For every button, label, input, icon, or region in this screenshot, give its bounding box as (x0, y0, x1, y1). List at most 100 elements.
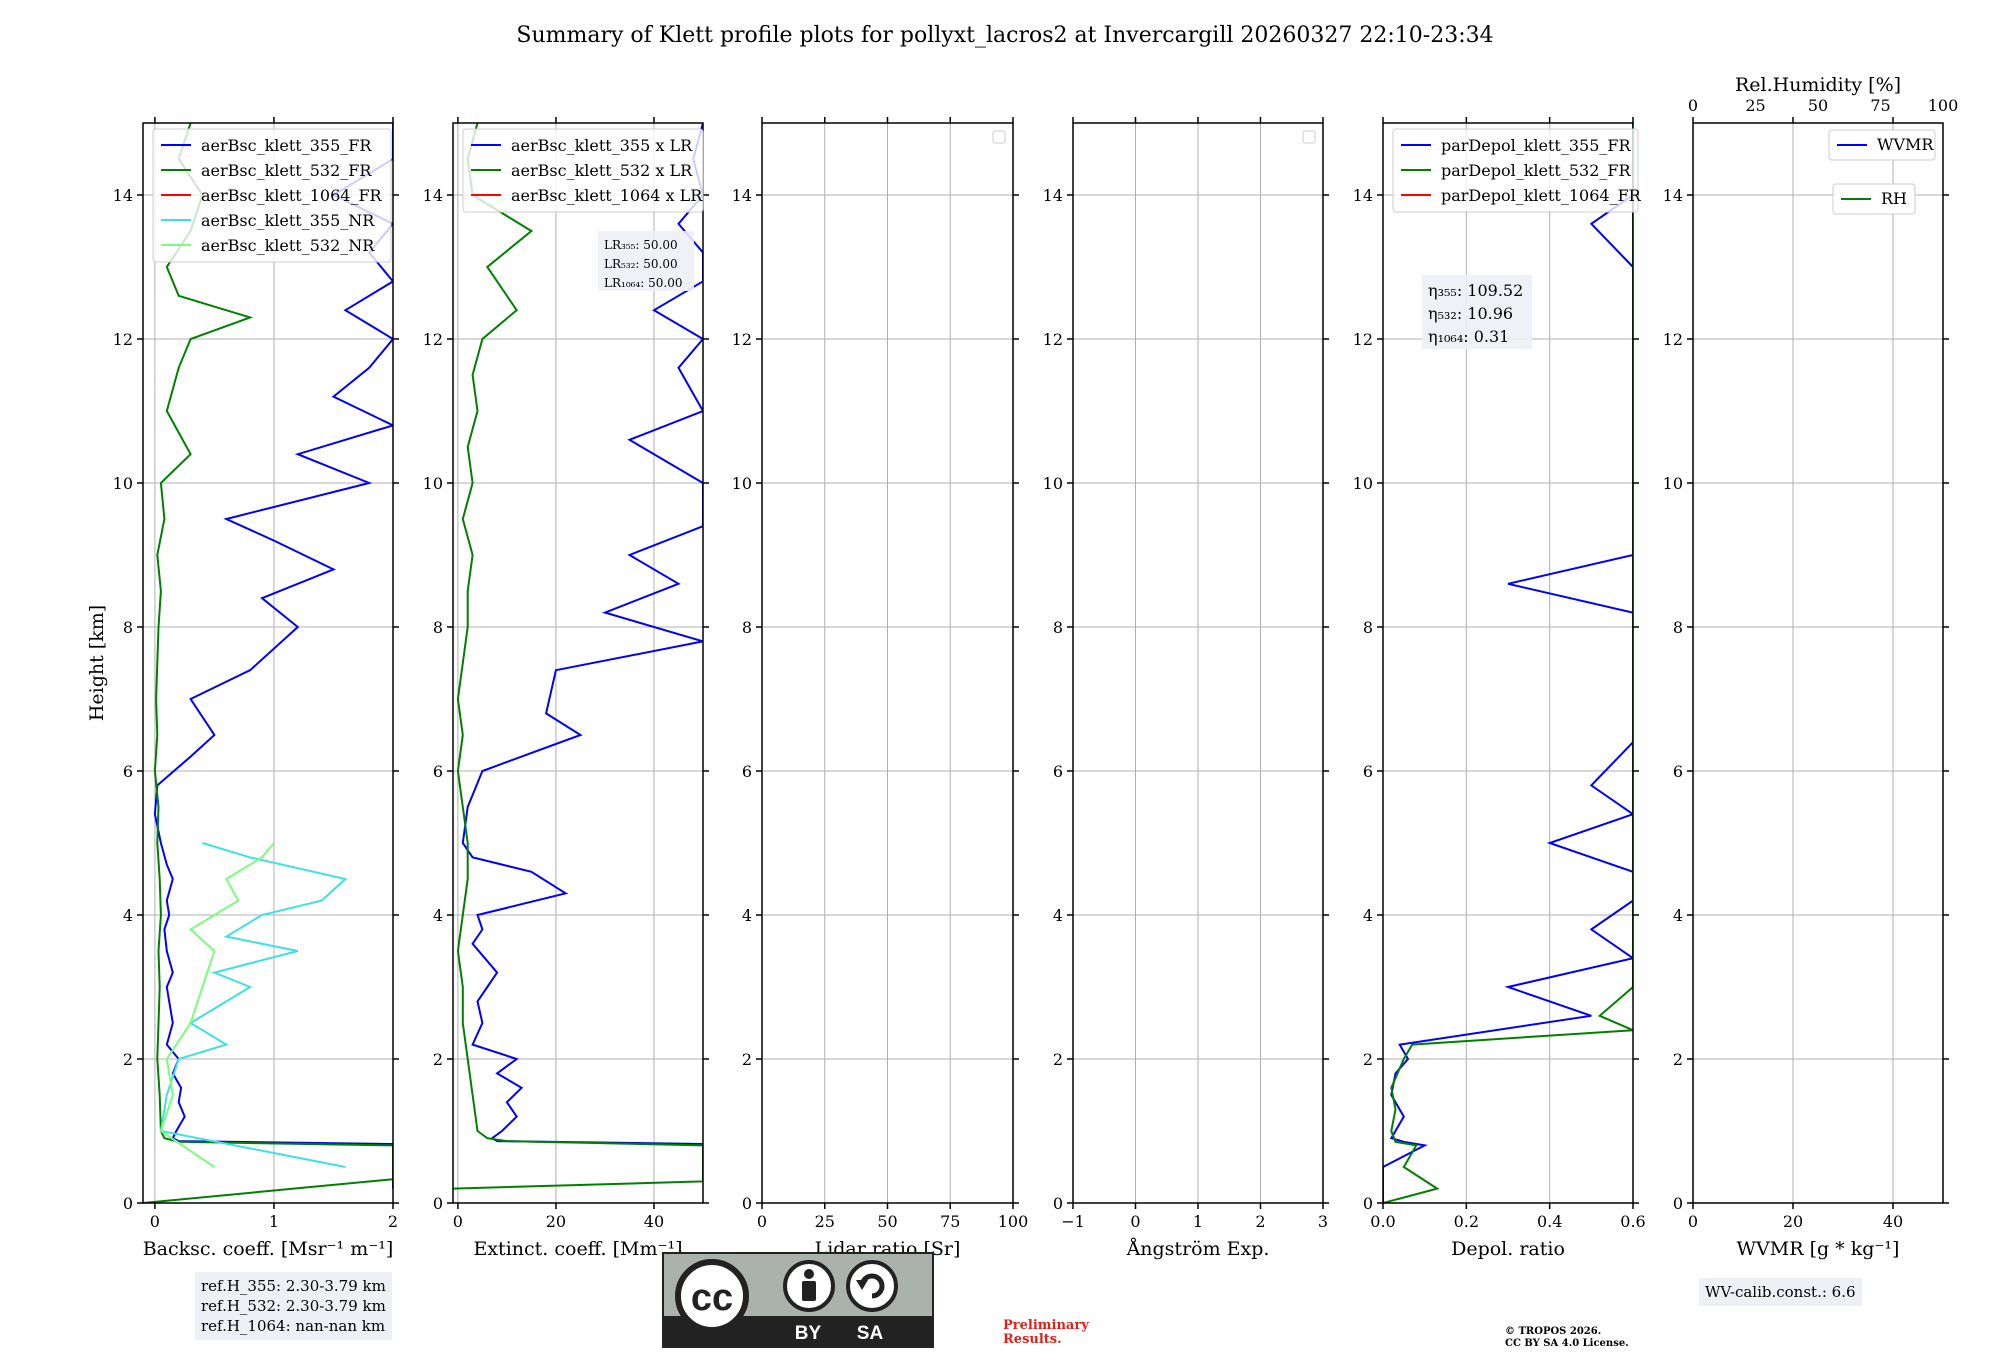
legend-label: aerBsc_klett_532_FR (201, 161, 372, 180)
cc-license-badge: cc BY SA (662, 1252, 934, 1348)
legend-label: parDepol_klett_1064_FR (1441, 186, 1642, 205)
x-tick-label: 0.4 (1537, 1212, 1562, 1231)
y-tick-label: 0 (742, 1194, 752, 1213)
panel-wvmr: 0 20 40 0 2 4 6 8 10 12 14 WVMR [g * kg⁻¹] 0 25 50 75 10… (1663, 74, 1959, 1260)
y-tick-label: 4 (1053, 906, 1063, 925)
top-x-tick-label: 50 (1808, 96, 1828, 115)
legend-label: parDepol_klett_355_FR (1441, 136, 1632, 155)
axes-frame (1693, 123, 1943, 1203)
x-tick-label: 2 (1255, 1212, 1265, 1231)
x-axis-label: Ångström Exp. (1126, 1238, 1270, 1260)
x-tick-label: 1 (269, 1212, 279, 1231)
ref-height-532: ref.H_532: 2.30-3.79 km (201, 1296, 386, 1316)
annotation-text: LR₅₃₂: 50.00 (604, 257, 678, 271)
y-tick-label: 2 (1053, 1050, 1063, 1069)
axes-frame (143, 123, 393, 1203)
copyright-note: © TROPOS 2026. CC BY SA 4.0 License. (1505, 1326, 1629, 1350)
top-x-axis-label: Rel.Humidity [%] (1735, 74, 1901, 96)
panel-backscatter: 0 1 202468101214Backsc. coeff. [Msr⁻¹ m⁻¹]… (86, 117, 399, 1260)
top-x-tick-label: 25 (1745, 96, 1765, 115)
x-tick-label: 0 (757, 1212, 767, 1231)
legend-label: aerBsc_klett_532 x LR (511, 161, 693, 180)
y-tick-label: 14 (1663, 186, 1683, 205)
legend-label: aerBsc_klett_1064 x LR (511, 186, 703, 205)
empty-legend-box (993, 131, 1005, 143)
y-tick-label: 10 (423, 474, 443, 493)
x-tick-label: 0.0 (1370, 1212, 1395, 1231)
y-tick-label: 12 (1663, 330, 1683, 349)
x-tick-label: −1 (1061, 1212, 1085, 1231)
y-tick-label: 14 (1353, 186, 1373, 205)
x-tick-label: 0 (1688, 1212, 1698, 1231)
y-tick-label: 6 (433, 762, 443, 781)
x-tick-label: 2 (388, 1212, 398, 1231)
y-tick-label: 6 (1053, 762, 1063, 781)
y-tick-label: 10 (1663, 474, 1683, 493)
y-tick-label: 2 (1673, 1050, 1683, 1069)
sa-share-icon (848, 1262, 896, 1310)
empty-legend-box (1303, 131, 1315, 143)
top-x-tick-label: 0 (1688, 96, 1698, 115)
y-tick-label: 2 (742, 1050, 752, 1069)
ref-heights-box: ref.H_355: 2.30-3.79 km ref.H_532: 2.30-… (195, 1272, 392, 1340)
annotation-text: LR₃₅₅: 50.00 (604, 238, 678, 252)
y-tick-label: 14 (113, 186, 133, 205)
y-tick-label: 8 (742, 618, 752, 637)
x-tick-label: 0 (453, 1212, 463, 1231)
y-tick-label: 12 (1043, 330, 1063, 349)
series-line-aerBsc_klett_532_FR (143, 123, 393, 1203)
y-tick-label: 0 (433, 1194, 443, 1213)
y-tick-label: 6 (1363, 762, 1373, 781)
y-tick-label: 2 (1363, 1050, 1373, 1069)
panel-lidar_ratio: 0 25 50 75 10002468101214Lidar ratio [Sr] (732, 117, 1029, 1260)
y-tick-label: 0 (1053, 1194, 1063, 1213)
cc-sa-label: SA (857, 1323, 884, 1344)
wv-calib-box: WV-calib.const.: 6.6 (1699, 1278, 1862, 1306)
y-tick-label: 12 (1353, 330, 1373, 349)
annotation-text: η₁₀₆₄: 0.31 (1428, 327, 1509, 346)
y-tick-label: 0 (1363, 1194, 1373, 1213)
y-tick-label: 6 (1673, 762, 1683, 781)
y-tick-label: 10 (1043, 474, 1063, 493)
cc-by-label: BY (795, 1323, 822, 1344)
y-tick-label: 14 (732, 186, 752, 205)
legend-label: aerBsc_klett_532_NR (201, 236, 375, 255)
svg-text:cc: cc (691, 1277, 733, 1319)
y-tick-label: 8 (1673, 618, 1683, 637)
y-tick-label: 0 (1673, 1194, 1683, 1213)
legend-label: WVMR (1877, 135, 1934, 154)
x-tick-label: 100 (998, 1212, 1029, 1231)
y-tick-label: 4 (123, 906, 133, 925)
legend-label: aerBsc_klett_1064_FR (201, 186, 383, 205)
x-tick-label: 20 (546, 1212, 566, 1231)
y-tick-label: 8 (1363, 618, 1373, 637)
x-axis-label: WVMR [g * kg⁻¹] (1737, 1238, 1900, 1260)
x-tick-label: 20 (1783, 1212, 1803, 1231)
panel-extinction: 0 20 40 0 2 4 6 8 10 12 14 Extinct. coeff. [Mm⁻¹] ae… (423, 117, 709, 1260)
ref-height-355: ref.H_355: 2.30-3.79 km (201, 1276, 386, 1296)
preliminary-note: Preliminary Results. (1003, 1319, 1089, 1347)
y-tick-label: 4 (433, 906, 443, 925)
annotation-text: η₃₅₅: 109.52 (1428, 281, 1523, 300)
y-tick-label: 14 (423, 186, 443, 205)
y-tick-label: 14 (1043, 186, 1063, 205)
y-tick-label: 6 (742, 762, 752, 781)
x-tick-label: 50 (877, 1212, 897, 1231)
legend-label: RH (1881, 189, 1907, 208)
x-axis-label: Depol. ratio (1451, 1238, 1565, 1260)
x-tick-label: 1 (1193, 1212, 1203, 1231)
y-tick-label: 12 (423, 330, 443, 349)
y-tick-label: 2 (123, 1050, 133, 1069)
y-tick-label: 0 (123, 1194, 133, 1213)
y-tick-label: 10 (113, 474, 133, 493)
top-x-tick-label: 75 (1870, 96, 1890, 115)
y-tick-label: 4 (1363, 906, 1373, 925)
series-group (143, 123, 393, 1203)
annotation-text: η₅₃₂: 10.96 (1428, 304, 1513, 323)
y-axis-label: Height [km] (86, 605, 108, 721)
x-tick-label: 75 (940, 1212, 960, 1231)
y-tick-label: 4 (1673, 906, 1683, 925)
x-tick-label: 0 (150, 1212, 160, 1231)
x-tick-label: 25 (815, 1212, 835, 1231)
